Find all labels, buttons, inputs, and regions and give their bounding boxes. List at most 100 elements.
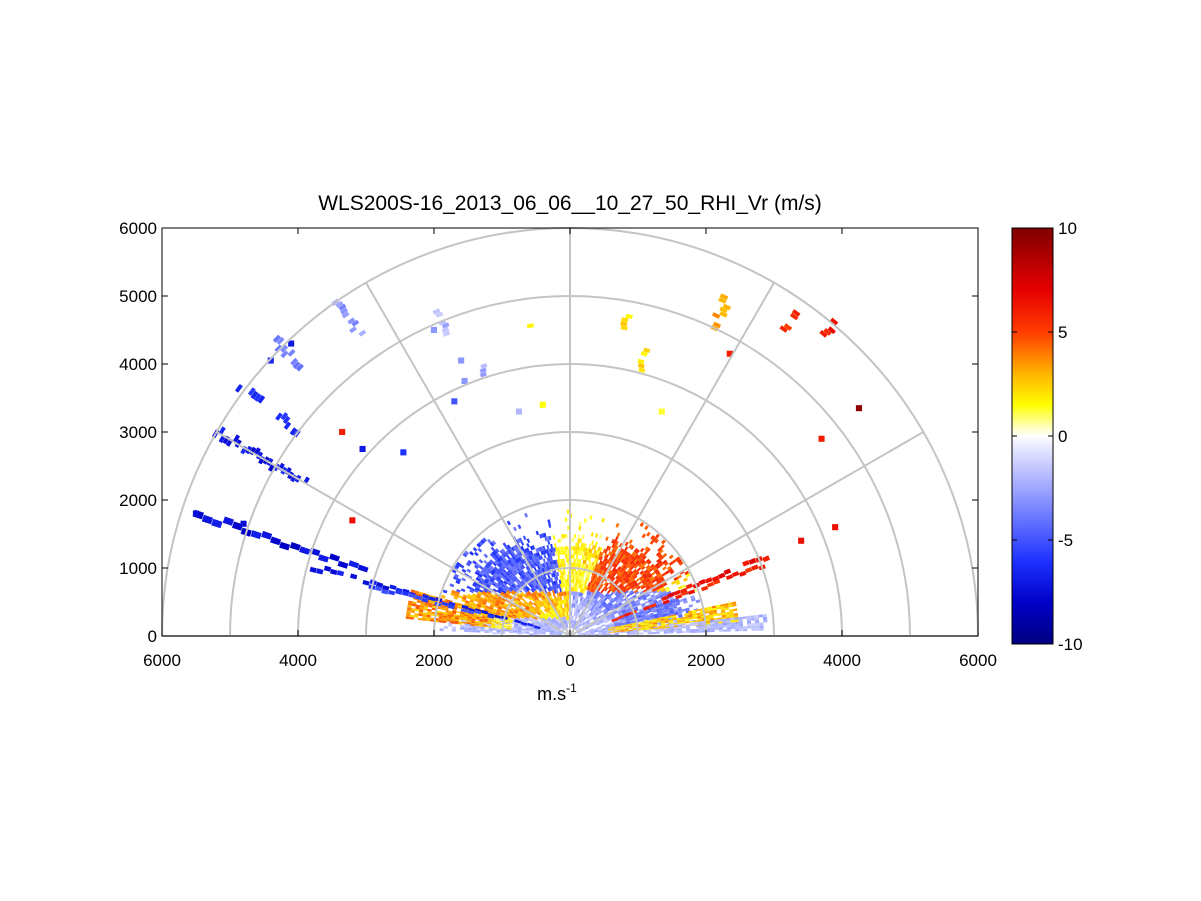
near-field-cell <box>562 546 565 551</box>
right-low-band <box>721 614 726 618</box>
near-field-cell <box>599 534 603 539</box>
left-low-band <box>487 619 493 622</box>
left-low-band <box>475 618 480 621</box>
left-low-band <box>427 608 432 612</box>
near-field-cell <box>615 540 619 546</box>
beam-cell <box>290 474 297 483</box>
beam-cell <box>289 427 298 436</box>
near-field-cell <box>654 594 660 598</box>
right-faint-band <box>710 627 715 631</box>
near-field-cell <box>514 623 519 626</box>
near-field-cell <box>619 572 624 578</box>
right-faint-band <box>714 623 719 626</box>
right-low-band <box>648 621 653 623</box>
polar-spoke <box>569 282 775 637</box>
right-faint-band <box>713 619 719 622</box>
near-field-cell <box>575 571 578 576</box>
near-field-cell <box>490 546 496 552</box>
near-field-cell <box>496 630 501 633</box>
left-low-band <box>468 613 473 616</box>
left-low-band <box>467 617 472 620</box>
right-low-band <box>708 608 713 612</box>
near-field-cell <box>560 546 563 551</box>
near-field-cell <box>535 552 539 557</box>
near-field-cell <box>658 574 663 579</box>
near-field-cell <box>577 623 582 628</box>
near-field-cell <box>476 604 482 608</box>
near-field-cell <box>614 633 619 636</box>
near-field-cell <box>507 582 512 587</box>
near-field-cell <box>651 607 656 611</box>
right-faint-band <box>734 624 740 627</box>
near-field-cell <box>632 603 637 607</box>
near-field-cell <box>536 556 540 561</box>
beam-cell <box>625 313 633 319</box>
left-low-band <box>440 607 445 611</box>
near-field-cell <box>607 560 612 565</box>
near-field-cell <box>596 591 601 596</box>
near-field-cell <box>631 561 636 566</box>
near-field-cell <box>605 606 611 611</box>
right-faint-band <box>678 629 683 632</box>
left-low-band <box>459 618 464 621</box>
near-field-cell <box>558 550 561 556</box>
near-field-cell <box>561 534 564 539</box>
left-low-band <box>410 608 416 611</box>
near-field-cell <box>586 609 590 614</box>
near-field-cell <box>496 632 501 634</box>
near-field-cell <box>638 608 643 612</box>
left-low-band <box>418 613 423 617</box>
near-field-cell <box>472 583 477 588</box>
left-low-band <box>408 600 413 604</box>
right-low-band <box>624 628 629 631</box>
near-field-cell <box>554 584 558 590</box>
near-field-cell <box>622 549 627 555</box>
right-mid-band <box>644 610 649 613</box>
x-axis-label-base: m.s <box>537 684 566 704</box>
near-field-cell <box>517 602 523 607</box>
right-low-band <box>612 631 617 633</box>
near-field-cell <box>515 579 520 585</box>
near-field-cell <box>539 568 543 573</box>
near-field-cell <box>459 564 465 569</box>
near-field-cell <box>542 558 546 563</box>
near-field-cell <box>582 602 586 607</box>
near-field-cell <box>624 584 629 589</box>
near-field-cell <box>588 565 592 570</box>
near-field-cell <box>623 576 628 581</box>
near-field-cell <box>632 594 637 599</box>
near-field-cell <box>660 578 666 583</box>
near-field-cell <box>492 562 497 567</box>
right-mid-band <box>655 604 660 607</box>
near-field-cell <box>574 583 578 588</box>
near-field-cell <box>605 594 611 599</box>
near-field-cell <box>635 578 640 583</box>
near-field-cell <box>657 601 663 605</box>
left-low-band <box>463 614 469 617</box>
right-mid-band <box>650 617 655 620</box>
near-field-cell <box>635 549 640 554</box>
near-field-cell <box>523 620 528 624</box>
near-field-cell <box>599 605 605 610</box>
beam-cell <box>640 351 648 357</box>
right-low-band <box>661 627 666 629</box>
right-faint-band <box>750 615 755 619</box>
near-field-cell <box>540 577 544 582</box>
near-field-cell <box>500 554 505 559</box>
near-field-cell <box>542 585 547 590</box>
near-field-cell <box>476 575 482 580</box>
near-field-cell <box>505 560 510 566</box>
beam-cell <box>250 390 259 400</box>
near-field-cell <box>562 571 565 576</box>
left-low-band <box>467 615 473 618</box>
right-faint-band <box>722 618 727 622</box>
near-field-cell <box>526 575 531 581</box>
right-low-band <box>703 607 709 610</box>
near-field-cell <box>684 570 690 576</box>
right-low-band <box>620 625 625 627</box>
right-faint-band <box>678 631 683 633</box>
near-field-cell <box>524 617 529 621</box>
right-low-band <box>668 619 673 622</box>
near-field-cell <box>534 595 539 600</box>
near-field-cell <box>613 568 618 573</box>
